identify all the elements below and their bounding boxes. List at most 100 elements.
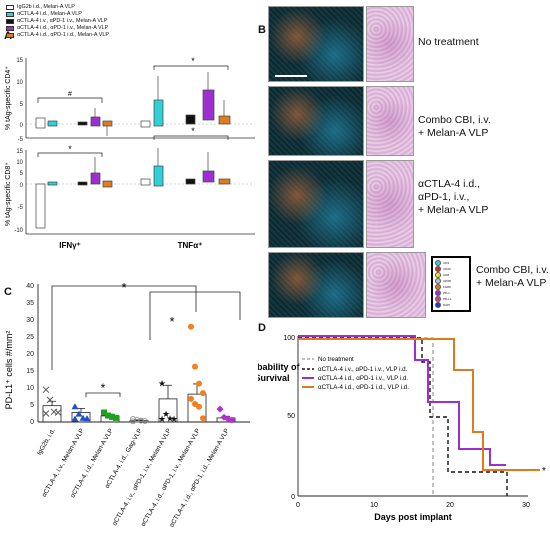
if-image-tile — [268, 86, 364, 156]
significance-marker: * — [542, 466, 546, 477]
axis-tick: 0 — [20, 123, 24, 129]
scale-bar — [275, 75, 307, 77]
marker-dot — [435, 290, 441, 296]
data-point — [54, 409, 62, 416]
axis-tick: 5 — [20, 171, 24, 177]
if-image-tile — [268, 252, 364, 318]
he-image-tile — [366, 252, 426, 318]
panel-a-boxplots: 15 10 5 0 -5 % tAg-specific CD4⁺ # * 15 — [5, 56, 255, 250]
y-axis-label: Probability of Survival — [258, 362, 302, 383]
y-axis-label-line: Survival — [258, 373, 290, 383]
axis-tick: 30 — [26, 317, 34, 324]
legend-label: IgG2b i.d., Melan-A VLP — [17, 4, 75, 10]
data-point — [71, 403, 79, 410]
if-image-tile — [268, 160, 364, 248]
marker-label: CD20 — [443, 267, 451, 271]
axis-tick: 25 — [26, 334, 34, 341]
axis-tick: 0 — [30, 419, 34, 426]
data-point — [200, 415, 206, 422]
data-point — [200, 390, 206, 397]
axis-tick: 5 — [30, 402, 34, 409]
significance-marker: * — [121, 280, 126, 295]
legend-item: αCTLA-4 i.d., αPD-1 i.v., Melan-A VLP — [6, 25, 109, 32]
legend-swatch — [6, 33, 14, 38]
marker-label: CD3 — [443, 261, 450, 265]
axis-tick: 5 — [20, 102, 24, 108]
data-point — [192, 363, 198, 370]
panel-label-c: C — [4, 286, 12, 298]
legend-item: αCTLA-4 i.v., αPD-1 i.v., Melan-A VLP — [6, 18, 109, 25]
axis-tick: 15 — [16, 58, 23, 64]
data-point: ★ — [158, 379, 166, 389]
legend-swatch — [6, 26, 14, 31]
data-point — [105, 412, 111, 419]
panel-label-b: B — [258, 24, 266, 36]
legend-label: αCTLA-4 i.d., αPD-1 i.v., Melan-A VLP — [17, 25, 109, 31]
axis-tick: 15 — [26, 368, 34, 375]
axis-tick: 100 — [283, 335, 295, 342]
data-point — [130, 418, 136, 425]
data-point — [188, 395, 194, 402]
marker-dot — [435, 302, 441, 308]
data-point — [113, 414, 119, 421]
marker-label: CD8 — [443, 273, 450, 277]
category-label: αCTLA-4, i.v., αPD-1, i.v., Melan-A VLP — [111, 428, 172, 528]
data-point — [188, 323, 194, 330]
legend-label: αCTLA-4 i.d., αPD-1 i.d., VLP i.d. — [318, 384, 409, 391]
marker-dot — [435, 260, 441, 266]
data-point — [142, 418, 148, 424]
error-bar — [164, 384, 172, 399]
he-image-tile — [366, 6, 414, 82]
legend-label: αCTLA-4 i.v., αPD-1 i.v., VLP i.d. — [318, 366, 408, 373]
data-point — [46, 396, 54, 404]
y-axis-label-line: Probability of — [258, 362, 300, 372]
significance-marker: * — [191, 126, 195, 136]
marker-dot — [435, 284, 441, 290]
legend-swatch — [6, 5, 14, 10]
if-image-tile — [268, 6, 364, 82]
data-point — [83, 415, 91, 422]
axis-tick: 0 — [20, 183, 24, 189]
marker-label: PD-L1 — [443, 297, 452, 301]
marker-dot — [435, 266, 441, 272]
significance-marker: * — [169, 314, 174, 329]
bar — [158, 398, 178, 423]
significance-marker: # — [68, 91, 72, 98]
survival-curve-id-iv — [298, 335, 506, 466]
marker-label: F4/80 — [443, 285, 451, 289]
data-point: ★ — [170, 414, 178, 424]
legend-label: αCTLA-4 i.v., αPD-1 i.v., Melan-A VLP — [17, 18, 108, 24]
panel-label-d: D — [258, 322, 266, 334]
he-image-tile — [366, 160, 414, 248]
x-group-label: TNFα⁺ — [178, 241, 203, 250]
panel-a-legend: IgG2b i.d., Melan-A VLP αCTLA-4 i.d., Me… — [6, 4, 109, 39]
legend-item: αCTLA-4 i.d., αPD-1 i.d., Melan-A VLP — [6, 32, 109, 39]
significance-marker: * — [191, 56, 195, 66]
he-image-tile — [366, 86, 414, 156]
survival-curve-id-id — [298, 338, 540, 471]
top-y-axis-label: % tAg-specific CD4⁺ — [5, 66, 12, 130]
x-axis-label: Days post implant — [374, 512, 452, 522]
axis-tick: -10 — [14, 228, 23, 234]
axis-tick: 10 — [16, 160, 23, 166]
survival-curve-iv-iv — [298, 337, 508, 496]
legend-swatch — [6, 12, 14, 17]
axis-tick: -5 — [18, 205, 24, 211]
axis-tick: 30 — [522, 502, 530, 509]
data-point — [196, 403, 202, 410]
data-point — [228, 416, 236, 424]
significance-marker: * — [68, 144, 72, 154]
axis-tick: 20 — [446, 502, 454, 509]
data-point — [130, 416, 136, 422]
axis-tick: 0 — [296, 502, 300, 509]
marker-label: DAPI — [443, 303, 451, 307]
data-point — [42, 410, 50, 417]
row-label-no-treatment: No treatment — [418, 36, 479, 48]
marker-legend: CD3 CD20 CD8 CD68 F4/80 PD-1 PD-L1 DAPI — [431, 256, 471, 312]
error-bar — [77, 408, 85, 413]
data-point — [138, 417, 144, 424]
marker-dot — [435, 278, 441, 284]
axis-tick: 40 — [26, 283, 34, 290]
data-point — [75, 410, 83, 417]
data-point — [71, 415, 79, 422]
